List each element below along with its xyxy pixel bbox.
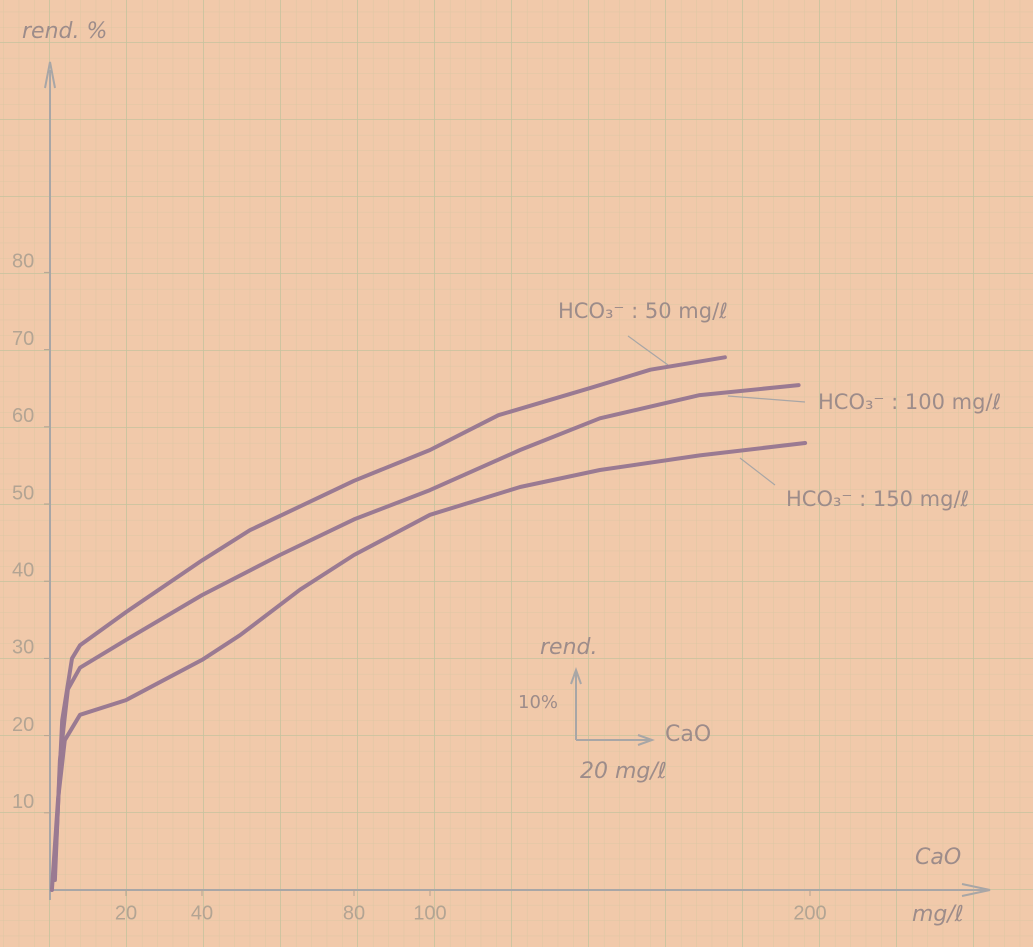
y-tick-label: 20: [12, 714, 34, 736]
chart: rend. % CaO mg/ℓ rend. 10% CaO 20 mg/ℓ 1…: [0, 0, 1033, 947]
series-label: HCO₃⁻ : 150 mg/ℓ: [786, 487, 969, 511]
y-tick-label: 50: [12, 482, 34, 504]
y-tick-label: 30: [12, 637, 34, 659]
series-label: HCO₃⁻ : 100 mg/ℓ: [818, 390, 1001, 414]
key-label: rend.: [540, 635, 597, 660]
x-tick-label: 100: [413, 902, 446, 924]
y-tick-label: 10: [12, 791, 34, 813]
graph-paper: [0, 0, 1033, 947]
x-tick-label: 40: [191, 902, 213, 924]
y-tick-label: 70: [12, 328, 34, 350]
y-axis-label: rend. %: [22, 19, 107, 44]
key-label: 10%: [518, 692, 558, 713]
x-tick-label: 80: [343, 902, 365, 924]
y-tick-label: 80: [12, 251, 34, 273]
x-axis-label: CaO: [915, 845, 961, 870]
y-tick-label: 60: [12, 405, 34, 427]
key-label: 20 mg/ℓ: [580, 759, 667, 784]
x-axis-unit: mg/ℓ: [912, 902, 964, 927]
key-label: CaO: [665, 722, 711, 747]
y-tick-label: 40: [12, 559, 34, 581]
x-tick-label: 20: [115, 902, 137, 924]
x-tick-label: 200: [793, 902, 826, 924]
series-label: HCO₃⁻ : 50 mg/ℓ: [558, 299, 728, 323]
